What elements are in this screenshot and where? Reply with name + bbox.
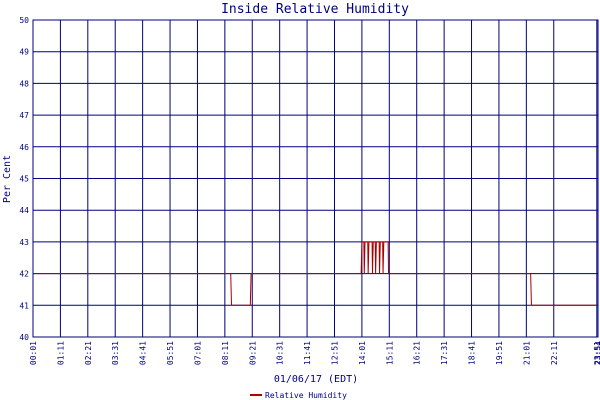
x-tick-label: 03:31 [111,341,120,365]
y-tick-label: 43 [19,238,29,247]
x-tick-label: 18:41 [468,341,477,365]
x-tick-label: 19:51 [495,341,504,365]
x-tick-label: 23:54 [594,341,600,365]
y-tick-label: 42 [19,270,29,279]
chart-title: Inside Relative Humidity [221,2,409,17]
x-tick-label: 08:11 [221,341,230,365]
y-axis-label: Per Cent [2,155,13,203]
x-tick-label: 02:21 [84,341,93,365]
x-tick-label: 15:11 [385,341,394,365]
x-tick-label: 14:01 [358,341,367,365]
y-tick-label: 50 [19,16,29,25]
y-tick-label: 40 [19,333,29,342]
x-tick-label: 09:21 [248,341,257,365]
x-axis-label: 01/06/17 (EDT) [274,374,358,385]
y-tick-label: 44 [19,206,29,215]
x-tick-label: 23:51 [593,341,600,365]
grid [32,19,599,338]
y-axis-tick-labels: 40 41 42 43 44 45 46 47 48 49 50 [19,16,29,342]
y-tick-label: 49 [19,48,29,57]
x-axis-tick-labels: 00:01 01:11 02:21 03:31 04:41 05:51 07:01 08:11… [29,341,600,365]
x-tick-label: 00:01 [29,341,38,365]
y-tick-label: 48 [19,79,29,88]
plot-frame [32,19,599,338]
legend: Relative Humidity [250,391,347,400]
series-line-relative-humidity [33,241,598,306]
y-tick-label: 41 [19,301,29,310]
x-tick-label: 21:01 [522,341,531,365]
x-tick-label: 07:01 [193,341,202,365]
series-lines [33,241,598,306]
x-tick-label: 11:41 [303,341,312,365]
x-tick-label: 17:31 [440,341,449,365]
x-tick-label: 22:11 [550,341,559,365]
y-tick-label: 47 [19,111,29,120]
x-tick-label: 12:51 [330,341,339,365]
x-tick-label: 04:41 [139,341,148,365]
y-tick-label: 45 [19,175,29,184]
x-tick-label: 16:21 [413,341,422,365]
legend-label: Relative Humidity [265,391,347,400]
x-tick-label: 05:51 [166,341,175,365]
y-tick-label: 46 [19,143,29,152]
x-tick-label: 01:11 [56,341,65,365]
x-tick-label: 10:31 [276,341,285,365]
